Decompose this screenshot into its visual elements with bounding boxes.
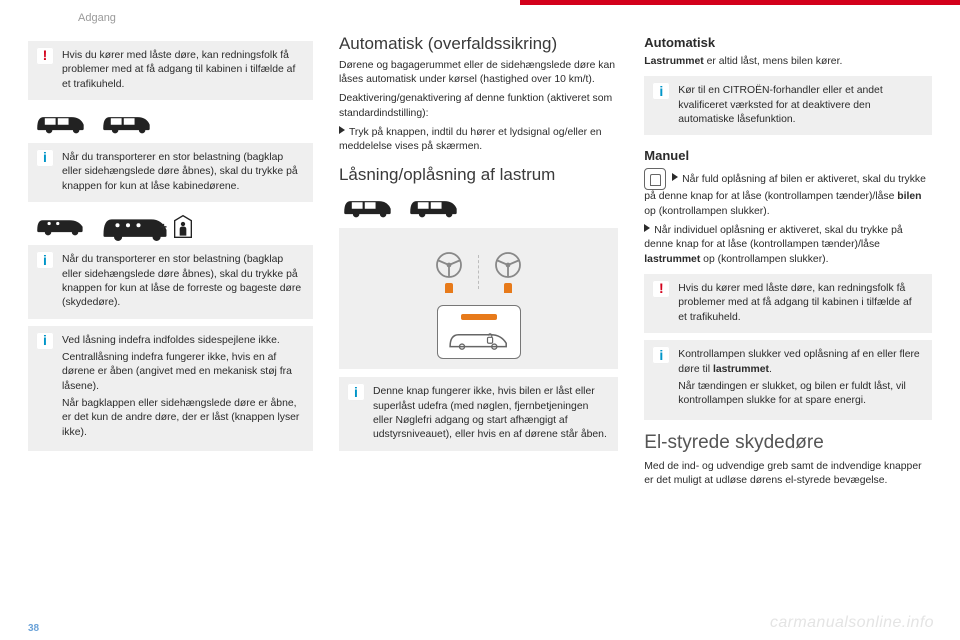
info-icon: i	[652, 82, 670, 100]
van-icon	[407, 192, 461, 220]
top-red-bar	[520, 0, 960, 5]
callout-paragraph: Når bagklappen eller sidehængslede døre …	[62, 397, 303, 440]
column-1: ! Hvis du kører med låste døre, kan redn…	[28, 34, 313, 494]
plus-icon: +	[160, 219, 167, 236]
heading-auto-antitheft: Automatisk (overfaldssikring)	[339, 34, 618, 54]
info-icon: i	[36, 149, 54, 167]
indicator-icon	[504, 283, 512, 293]
bullet-icon	[339, 126, 345, 134]
columns: ! Hvis du kører med låste døre, kan redn…	[28, 34, 932, 494]
figure-two-vans	[34, 108, 313, 136]
callout-info-indicator-off: i Kontrollampen slukker ved oplåsning af…	[644, 340, 932, 419]
body-text: Deaktivering/genaktivering af denne funk…	[339, 92, 618, 121]
info-icon: i	[36, 332, 54, 350]
vehicle-lock-button-icon	[644, 168, 666, 190]
callout-info-dealer: i Kør til en CITROËN-forhandler eller et…	[644, 76, 932, 135]
led-bar-icon	[461, 314, 497, 320]
callout-paragraph: Kontrollampen slukker ved oplåsning af e…	[678, 348, 922, 377]
info-icon: i	[652, 346, 670, 364]
callout-paragraph: Når tændingen er slukket, og bilen er fu…	[678, 380, 922, 409]
steering-wheel-icon	[493, 250, 523, 280]
steering-wheel-icon	[434, 250, 464, 280]
warning-icon: !	[36, 47, 54, 65]
callout-text: Hvis du kører med låste døre, kan rednin…	[654, 282, 922, 325]
strong-text: lastrummet	[644, 254, 700, 265]
wheel-right	[493, 250, 523, 293]
strong-text: Lastrummet	[644, 56, 703, 67]
indicator-icon	[445, 283, 453, 293]
callout-paragraph: Centrallåsning indefra fungerer ikke, hv…	[62, 351, 303, 394]
van-small-icon	[34, 210, 88, 238]
callout-text: Kontrollampen slukker ved oplåsning af e…	[654, 348, 922, 408]
callout-text: Ved låsning indefra indfoldes sidespejle…	[38, 334, 303, 441]
page-number: 38	[28, 623, 39, 634]
column-2: Automatisk (overfaldssikring) Dørene og …	[339, 34, 618, 494]
bullet-icon	[644, 224, 650, 232]
callout-text: Hvis du kører med låste døre, kan rednin…	[38, 49, 303, 92]
body-text-span: er altid låst, mens bilen kører.	[704, 56, 843, 67]
callout-info-button-notworking: i Denne knap fungerer ikke, hvis bilen e…	[339, 377, 618, 450]
callout-warning-locked-doors: ! Hvis du kører med låste døre, kan redn…	[28, 41, 313, 100]
watermark: carmanualsonline.info	[770, 614, 934, 632]
body-text: Når fuld oplåsning af bilen er aktiveret…	[644, 168, 932, 219]
strong-text: bilen	[897, 191, 921, 202]
person-load-icon	[173, 214, 193, 238]
wheel-left	[434, 250, 464, 293]
van-icon	[34, 108, 88, 136]
figure-panel-loadspace-button	[339, 228, 618, 369]
callout-paragraph: Ved låsning indefra indfoldes sidespejle…	[62, 334, 303, 348]
van-icon	[100, 108, 154, 136]
header-section-label: Adgang	[78, 12, 932, 24]
body-text: Med de ind- og udvendige greb samt de in…	[644, 460, 932, 489]
strong-text: lastrummet	[713, 364, 769, 375]
bullet-icon	[672, 173, 678, 181]
body-text-span: Når fuld oplåsning af bilen er aktiveret…	[644, 174, 926, 202]
steering-wheel-row	[347, 250, 610, 293]
info-icon: i	[36, 251, 54, 269]
heading-manual: Manuel	[644, 147, 932, 165]
body-text: Når individuel oplåsning er aktiveret, s…	[644, 224, 932, 267]
callout-text: Når du transporterer en stor belastning …	[38, 253, 303, 310]
body-text: Lastrummet er altid låst, mens bilen kør…	[644, 55, 932, 69]
van-icon	[341, 192, 395, 220]
heading-lock-loadspace: Låsning/oplåsning af lastrum	[339, 165, 618, 185]
callout-text: Når du transporterer en stor belastning …	[38, 151, 303, 194]
body-text-span: op (kontrollampen slukker).	[644, 206, 769, 217]
body-text: Tryk på knappen, indtil du hører et lyds…	[339, 126, 618, 155]
callout-text: Denne knap fungerer ikke, hvis bilen er …	[349, 385, 608, 442]
callout-text: Kør til en CITROËN-forhandler eller et a…	[654, 84, 922, 127]
column-3: Automatisk Lastrummet er altid låst, men…	[644, 34, 932, 494]
figure-two-vans-2	[341, 192, 618, 220]
info-icon: i	[347, 383, 365, 401]
body-text-span: Tryk på knappen, indtil du hører et lyds…	[339, 127, 602, 152]
body-text-span: Når individuel oplåsning er aktiveret, s…	[644, 225, 902, 250]
callout-info-cabin-lock: i Når du transporterer en stor belastnin…	[28, 143, 313, 202]
body-text-span: op (kontrollampen slukker).	[700, 254, 828, 265]
warning-icon: !	[652, 280, 670, 298]
figure-vans-with-person: +	[34, 210, 313, 238]
body-text: Dørene og bagagerummet eller de sidehæng…	[339, 59, 618, 88]
heading-electric-sliding-doors: El-styrede skydedøre	[644, 430, 932, 456]
body-text-span: .	[769, 364, 772, 375]
page: Adgang ! Hvis du kører med låste døre, k…	[0, 0, 960, 640]
callout-warning-locked-doors-2: ! Hvis du kører med låste døre, kan redn…	[644, 274, 932, 333]
heading-automatic: Automatisk	[644, 34, 932, 52]
van-large-icon	[100, 210, 154, 238]
callout-info-mirrors: i Ved låsning indefra indfoldes sidespej…	[28, 326, 313, 452]
load-compartment-button-icon	[437, 305, 521, 359]
divider-icon	[478, 255, 479, 289]
callout-info-sliding-doors: i Når du transporterer en stor belastnin…	[28, 245, 313, 318]
